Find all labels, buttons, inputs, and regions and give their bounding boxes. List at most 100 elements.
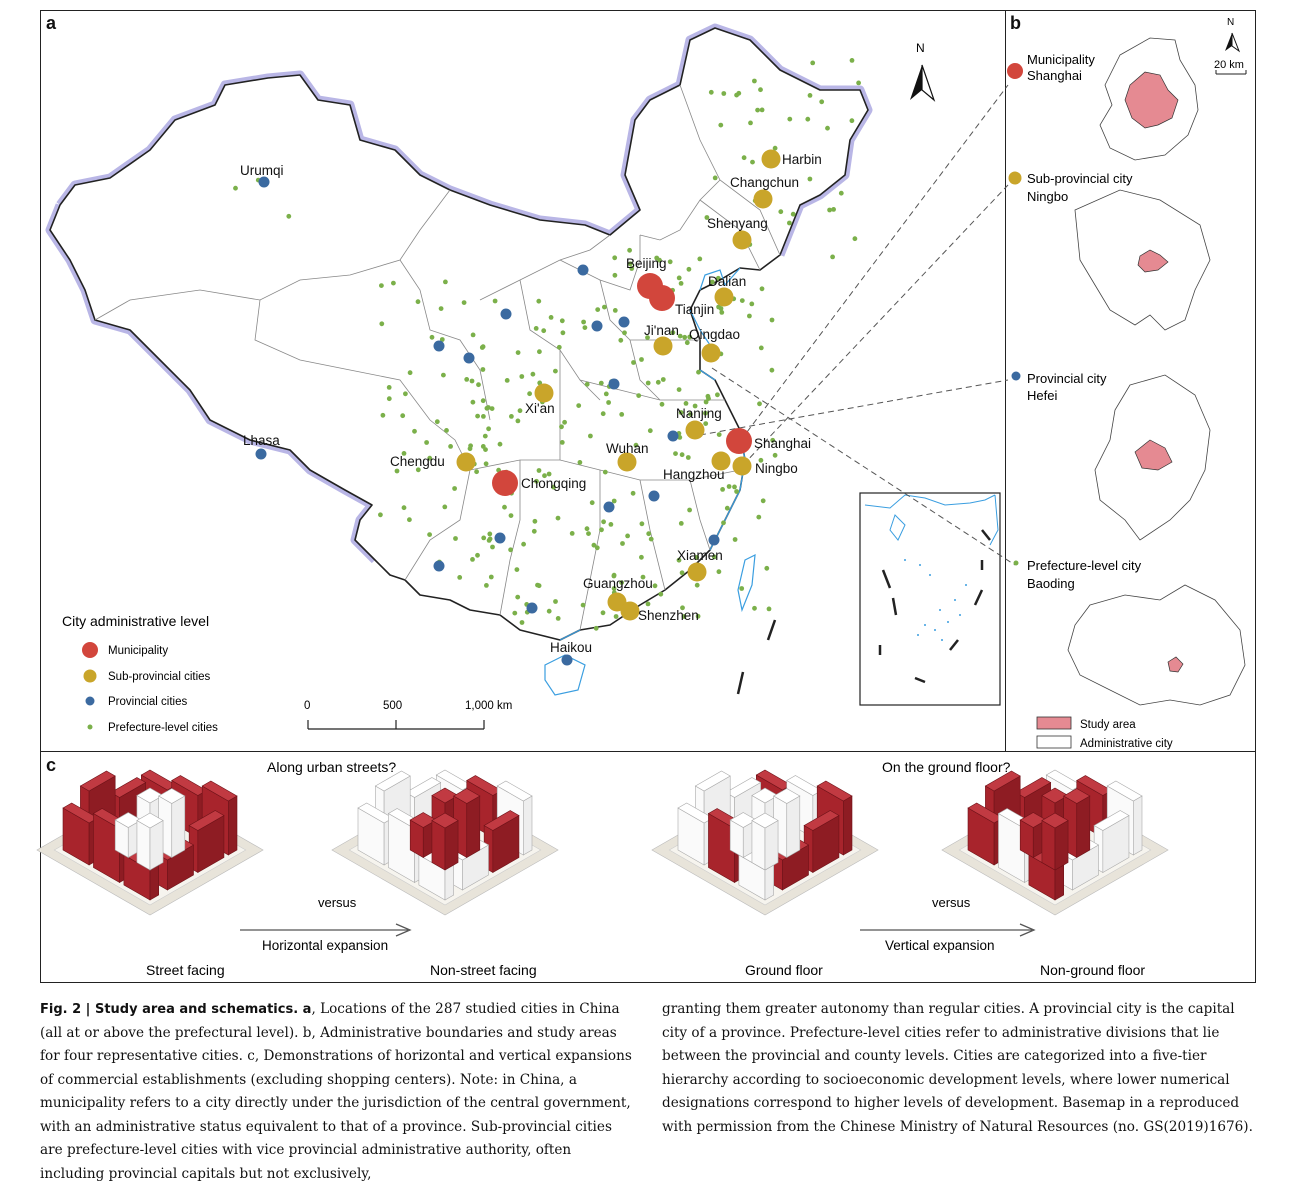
question-right: On the ground floor? [882, 759, 1011, 775]
prefecture-city-dot [613, 614, 619, 619]
prefecture-city-dot [598, 380, 604, 386]
city-dot-urumqi [258, 176, 270, 188]
provincial-city-dots [255, 176, 720, 666]
prefecture-city-dot [741, 155, 747, 161]
prefecture-city-dot [593, 625, 599, 631]
prefecture-city-dot [512, 610, 518, 616]
label-shenyang: Shenyang [707, 216, 768, 231]
label-hangzhou: Hangzhou [663, 467, 725, 482]
prefecture-city-dot [736, 90, 742, 96]
prefecture-city-dot [718, 122, 724, 128]
baoding-boundary [1067, 584, 1246, 706]
prefecture-city-dot [424, 440, 429, 445]
prefecture-city-dot [469, 378, 475, 384]
legend-admin-city: Administrative city [1080, 738, 1173, 750]
prefecture-city-dot [531, 528, 537, 534]
prefecture-city-dot [685, 455, 691, 460]
prefecture-city-dot [508, 547, 513, 553]
prefecture-city-dot [805, 116, 811, 122]
prefecture-city-dot [380, 412, 386, 418]
prefecture-city-dot [787, 116, 793, 122]
prefecture-city-dot [681, 614, 687, 619]
prefecture-city-dot [659, 401, 665, 407]
prefecture-city-dot [546, 471, 552, 477]
prefecture-city-dot [760, 498, 766, 504]
prefecture-city-dot [403, 391, 408, 397]
prefecture-city-dot [600, 411, 606, 417]
prefecture-city-dot [497, 441, 503, 447]
prefecture-city-dot [379, 283, 384, 288]
prefecture-city-dot [648, 536, 654, 542]
prefecture-city-dot [581, 319, 586, 325]
prefecture-city-dot [448, 444, 453, 449]
prefecture-city-dot [652, 583, 658, 589]
scale-tick-1: 500 [383, 700, 402, 712]
prefecture-city-dot [559, 424, 564, 430]
prefecture-city-dot [443, 279, 448, 285]
label-beijing: Beijing [626, 256, 667, 271]
prefecture-city-dot [709, 279, 715, 285]
prefecture-city-dot [482, 433, 488, 439]
prefecture-city-dot [468, 443, 473, 449]
legend-title: City administrative level [62, 613, 209, 629]
city-dot-shenyang [732, 230, 752, 250]
city-dot-chongqing [492, 470, 518, 496]
prefecture-city-dot [856, 80, 861, 86]
city-dot-nanjing [685, 420, 705, 440]
prefecture-city-dot [657, 257, 662, 263]
panel-a-label: a [46, 13, 57, 33]
prefecture-city-dot [521, 541, 526, 547]
prefecture-city-dot [678, 410, 684, 415]
prefecture-city-dot [705, 393, 711, 399]
prefecture-city-dot [764, 565, 770, 571]
label-non-ground-floor: Non-ground floor [1040, 962, 1145, 978]
prefecture-city-dot [400, 413, 406, 419]
taiwan-island [737, 553, 756, 613]
prefecture-city-dot [489, 406, 495, 411]
prefecture-city-dot [630, 490, 636, 496]
prefecture-city-dot [429, 334, 435, 340]
prefecture-city-dot [749, 301, 755, 307]
prefecture-city-dot [415, 467, 421, 473]
prefecture-city-dot [716, 304, 721, 310]
prefecture-city-dot [679, 452, 685, 458]
prefecture-city-dot [758, 457, 764, 463]
prefecture-city-dot [536, 298, 542, 304]
prefecture-city-dot [620, 541, 625, 546]
prefecture-city-dot [509, 414, 514, 419]
prefecture-city-dot [519, 620, 525, 625]
prefecture-city-dot [577, 460, 583, 465]
panel-b-shanghai-dot [1007, 63, 1023, 79]
prefecture-city-dot [470, 332, 476, 338]
prefecture-city-dot [401, 505, 407, 511]
prefecture-city-dot [555, 616, 561, 621]
prefecture-city-dot [647, 428, 653, 434]
inset-dashes [878, 529, 991, 684]
prefecture-city-dot [434, 419, 440, 425]
prefecture-city-dot [810, 60, 816, 66]
prefecture-city-dot [378, 512, 383, 518]
prefecture-city-dot [611, 498, 617, 504]
prefecture-city-dot [476, 382, 481, 388]
inset-islands [904, 559, 967, 641]
prefecture-city-dot [759, 286, 765, 292]
prefecture-city-dot [560, 330, 566, 336]
panel-b-hefei-type: Provincial city [1027, 371, 1107, 386]
prefecture-city-dot [618, 337, 624, 343]
prefecture-city-dot [533, 326, 539, 331]
prefecture-city-dot [391, 280, 396, 286]
caption-lead: Fig. 2 | Study area and schematics. a [40, 1002, 312, 1017]
prefecture-city-dot [553, 368, 558, 374]
prefecture-city-dot [770, 437, 776, 443]
prefecture-city-dot [678, 281, 684, 286]
panel-b-scale-label: 20 km [1214, 59, 1244, 71]
prefecture-city-dot [676, 387, 682, 392]
label-chongqing: Chongqing [521, 476, 586, 491]
versus-right: versus [932, 895, 971, 910]
prefecture-city-dot [480, 444, 486, 449]
prefecture-city-dot [825, 125, 830, 131]
prefecture-city-dot [582, 325, 588, 330]
prefecture-city-dot [532, 518, 538, 524]
panel-b-scale-bar [1215, 70, 1247, 75]
prefecture-city-dot [490, 544, 495, 550]
